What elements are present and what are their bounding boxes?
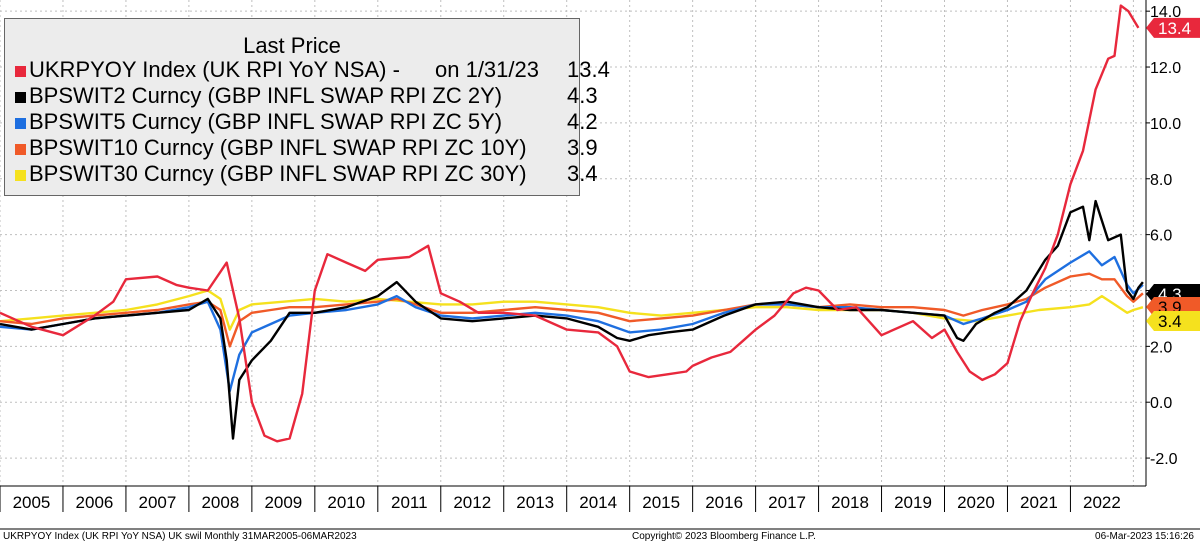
legend-item-value: 4.2 xyxy=(567,109,598,134)
legend-item-label: BPSWIT5 Curncy (GBP INFL SWAP RPI ZC 5Y) xyxy=(29,109,503,134)
x-tick-label: 2011 xyxy=(391,493,428,512)
legend-item-value: 13.4 xyxy=(567,57,610,82)
x-tick-label: 2005 xyxy=(13,493,51,512)
y-tick-label: 10.0 xyxy=(1150,116,1181,133)
legend-item-label: BPSWIT30 Curncy (GBP INFL SWAP RPI ZC 30… xyxy=(29,161,527,186)
x-tick-label: 2021 xyxy=(1020,493,1058,512)
legend-item-value: 3.4 xyxy=(567,161,598,186)
x-tick-label: 2006 xyxy=(76,493,114,512)
legend-item-label: BPSWIT2 Curncy (GBP INFL SWAP RPI ZC 2Y) xyxy=(29,83,503,108)
value-tag-bg xyxy=(1146,17,1200,38)
series-lines xyxy=(0,4,1144,443)
x-tick-label: 2013 xyxy=(516,493,554,512)
x-tick-label: 2019 xyxy=(894,493,932,512)
series-line-2 xyxy=(0,250,1144,393)
y-tick-label: 6.0 xyxy=(1150,228,1172,245)
x-tick-label: 2015 xyxy=(642,493,680,512)
series-line-4 xyxy=(0,289,1144,331)
x-tick-label: 2007 xyxy=(139,493,177,512)
legend-item-label: UKRPYOY Index (UK RPI YoY NSA) - xyxy=(29,57,400,82)
x-tick-label: 2018 xyxy=(831,493,869,512)
footer-timestamp: 06-Mar-2023 15:16:26 xyxy=(1095,531,1194,542)
legend-swatch-red xyxy=(15,66,26,77)
x-tick-label: 2012 xyxy=(453,493,491,512)
legend-box: Last Price UKRPYOY Index (UK RPI YoY NSA… xyxy=(4,18,610,196)
last-value-tags: 13.44.33.93.4 xyxy=(1146,17,1200,331)
x-tick-label: 2009 xyxy=(264,493,302,512)
x-tick-label: 2016 xyxy=(705,493,743,512)
series-line-1 xyxy=(0,199,1144,440)
x-tick-label: 2017 xyxy=(768,493,806,512)
x-tick-label: 2008 xyxy=(201,493,239,512)
value-tag-text: 13.4 xyxy=(1158,19,1191,38)
footer-copyright: Copyright© 2023 Bloomberg Finance L.P. xyxy=(632,531,816,542)
footer-source: UKRPYOY Index (UK RPI YoY NSA) UK swil M… xyxy=(3,531,357,542)
legend-item-date: on 1/31/23 xyxy=(435,57,539,82)
legend-swatch-orange xyxy=(15,144,26,155)
legend-item-value: 4.3 xyxy=(567,83,598,108)
y-tick-label: 8.0 xyxy=(1150,172,1172,189)
x-tick-label: 2010 xyxy=(327,493,365,512)
legend-swatch-black xyxy=(15,92,26,103)
x-tick-label: 2022 xyxy=(1083,493,1121,512)
value-tag-text: 3.4 xyxy=(1158,312,1182,331)
y-tick-label: 12.0 xyxy=(1150,60,1181,77)
x-axis: 2005 2006 2007 2008 2009 2010 2011 2012 2013 2014… xyxy=(0,485,1200,530)
legend-swatch-yellow xyxy=(15,170,26,181)
y-axis: -2.00.02.04.06.08.010.012.014.0 xyxy=(1145,0,1181,486)
value-tag-0: 13.4 xyxy=(1146,17,1200,38)
y-tick-label: -2.0 xyxy=(1150,451,1178,468)
y-tick-label: 0.0 xyxy=(1150,395,1172,412)
x-tick-label: 2014 xyxy=(579,493,617,512)
value-tag-3: 3.4 xyxy=(1146,311,1200,331)
legend-header: Last Price xyxy=(243,33,341,58)
legend-item-value: 3.9 xyxy=(567,135,598,160)
legend-swatch-blue xyxy=(15,118,26,129)
series-line-0 xyxy=(0,4,1140,443)
y-tick-label: 2.0 xyxy=(1150,339,1172,356)
y-tick-label: 14.0 xyxy=(1150,4,1181,21)
legend-item-label: BPSWIT10 Curncy (GBP INFL SWAP RPI ZC 10… xyxy=(29,135,527,160)
value-tag-bg xyxy=(1146,311,1200,331)
x-tick-label: 2020 xyxy=(957,493,995,512)
